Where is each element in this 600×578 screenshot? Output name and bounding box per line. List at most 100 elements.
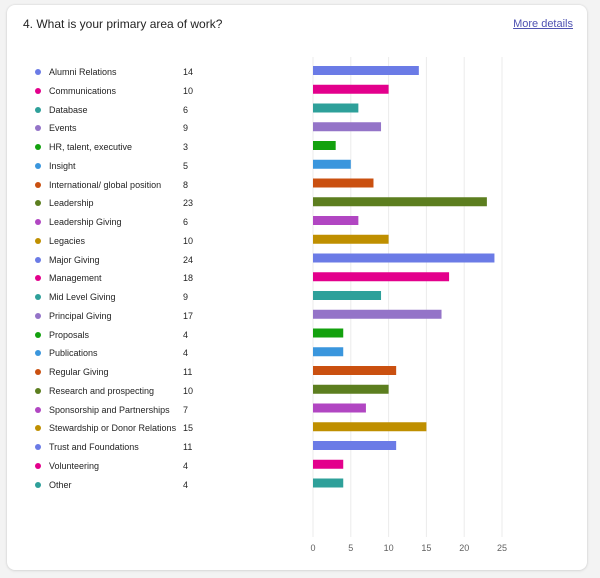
legend-count: 5 — [183, 160, 189, 171]
legend-dot-icon — [35, 256, 41, 263]
bar[interactable] — [313, 197, 487, 207]
legend-count: 6 — [183, 217, 189, 227]
legend-dot-icon — [35, 462, 41, 469]
bar[interactable] — [313, 253, 495, 263]
bar[interactable] — [313, 403, 366, 413]
question-title: 4. What is your primary area of work? — [23, 17, 223, 31]
bar[interactable] — [313, 66, 419, 75]
legend-item[interactable]: Events 9 — [35, 121, 225, 135]
bar[interactable] — [313, 291, 382, 300]
legend-count: 10 — [183, 385, 194, 396]
x-tick-label: 15 — [421, 543, 431, 553]
legend-item[interactable]: Other 4 — [35, 478, 225, 492]
legend-item[interactable]: Communications 10 — [35, 84, 225, 98]
bar[interactable] — [313, 384, 389, 394]
legend-item[interactable]: Insight 5 — [35, 159, 225, 173]
legend-dot-icon — [35, 181, 41, 188]
legend-label: Insight — [49, 160, 76, 171]
legend-dot-icon — [35, 369, 41, 375]
legend-dot-icon — [35, 219, 41, 225]
legend-label: Database — [49, 104, 88, 115]
bar[interactable] — [313, 347, 344, 357]
legend-count: 24 — [183, 254, 194, 265]
legend-label: Trust and Foundations — [49, 442, 139, 452]
legend-count: 4 — [183, 479, 189, 490]
legend-dot-icon — [35, 350, 41, 357]
bar[interactable] — [313, 366, 397, 375]
bar[interactable] — [313, 84, 389, 94]
legend-item[interactable]: Sponsorship and Partnerships 7 — [35, 403, 225, 417]
legend-count: 4 — [183, 460, 189, 471]
legend-label: Stewardship or Donor Relations — [49, 423, 177, 434]
legend-item[interactable]: Volunteering 4 — [35, 459, 225, 473]
bar[interactable] — [313, 234, 389, 244]
bar[interactable] — [313, 309, 442, 319]
legend-item[interactable]: Alumni Relations 14 — [35, 65, 225, 79]
legend-count: 9 — [183, 123, 189, 134]
bar[interactable] — [313, 328, 344, 338]
legend-count: 23 — [183, 198, 194, 209]
legend-count: 14 — [183, 67, 194, 77]
legend-item[interactable]: International/ global position 8 — [35, 178, 225, 192]
bar[interactable] — [313, 478, 344, 488]
legend-dot-icon — [35, 144, 41, 150]
legend-dot-icon — [35, 425, 41, 432]
legend-item[interactable]: Management 18 — [35, 271, 225, 285]
bar[interactable] — [313, 141, 336, 150]
more-details-link[interactable]: More details — [513, 18, 573, 30]
legend-count: 4 — [183, 348, 189, 359]
legend-label: Alumni Relations — [49, 67, 117, 77]
x-tick-label: 0 — [310, 543, 315, 553]
bar[interactable] — [313, 178, 374, 188]
legend-label: HR, talent, executive — [49, 142, 133, 152]
bar[interactable] — [313, 103, 359, 113]
bar[interactable] — [313, 459, 344, 469]
legend-item[interactable]: Major Giving 24 — [35, 253, 225, 267]
legend-label: Volunteering — [49, 460, 100, 471]
legend-count: 10 — [183, 85, 194, 96]
bar[interactable] — [313, 159, 351, 169]
legend-count: 11 — [183, 442, 193, 452]
bar[interactable] — [313, 216, 359, 225]
legend-label: Legacies — [49, 235, 86, 246]
legend-label: Research and prospecting — [49, 385, 155, 396]
legend-count: 8 — [183, 179, 189, 190]
legend-item[interactable]: Mid Level Giving 9 — [35, 290, 225, 304]
legend-count: 9 — [183, 292, 189, 302]
bar[interactable] — [313, 422, 427, 432]
legend-label: Major Giving — [49, 254, 100, 265]
legend-dot-icon — [35, 125, 41, 132]
bar[interactable] — [313, 122, 382, 132]
legend-item[interactable]: Research and prospecting 10 — [35, 384, 225, 398]
legend-item[interactable]: Regular Giving 11 — [35, 365, 225, 379]
legend-item[interactable]: Trust and Foundations 11 — [35, 440, 225, 454]
legend-item[interactable]: Proposals 4 — [35, 328, 225, 342]
bar-chart: 0 5 10 15 20 25 — [310, 57, 507, 553]
legend-item[interactable]: Database 6 — [35, 103, 225, 117]
legend-item[interactable]: Leadership Giving 6 — [35, 215, 225, 229]
legend-dot-icon — [35, 275, 41, 282]
legend-item[interactable]: Principal Giving 17 — [35, 309, 225, 323]
legend-item[interactable]: Leadership 23 — [35, 196, 225, 210]
legend-item[interactable]: Publications 4 — [35, 346, 225, 360]
legend-dot-icon — [35, 444, 41, 450]
legend-count: 4 — [183, 329, 189, 340]
legend-dot-icon — [35, 294, 41, 300]
legend-dot-icon — [35, 162, 41, 169]
legend-label: Leadership — [49, 198, 94, 209]
legend-dot-icon — [35, 312, 41, 319]
bar[interactable] — [313, 441, 397, 450]
legend-item[interactable]: Stewardship or Donor Relations 15 — [35, 421, 225, 435]
x-tick-label: 25 — [497, 543, 507, 553]
legend-dot-icon — [35, 106, 41, 113]
legend-count: 10 — [183, 235, 194, 246]
x-tick-label: 10 — [384, 543, 394, 553]
legend-count: 15 — [183, 423, 194, 434]
legend-label: Management — [49, 273, 102, 284]
legend-item[interactable]: Legacies 10 — [35, 234, 225, 248]
bar[interactable] — [313, 272, 450, 282]
legend-item[interactable]: HR, talent, executive 3 — [35, 140, 225, 154]
legend-dot-icon — [35, 387, 41, 394]
legend-count: 3 — [183, 142, 189, 152]
legend-dot-icon — [35, 481, 41, 488]
